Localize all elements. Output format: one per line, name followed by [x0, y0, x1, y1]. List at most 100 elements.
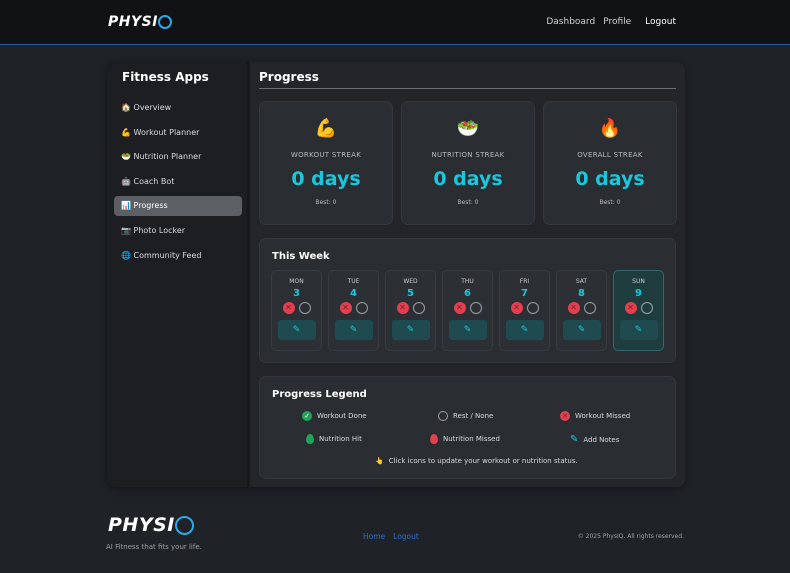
- logo-q-icon: [174, 516, 194, 535]
- add-note-button[interactable]: ✎: [619, 320, 658, 340]
- add-note-button[interactable]: ✎: [334, 320, 373, 340]
- sidebar-item-label: Photo Locker: [133, 226, 186, 235]
- header: PHYSI Dashboard Profile Logout: [0, 0, 790, 45]
- sidebar-item-icon: 🌐: [121, 250, 131, 260]
- edit-icon: ✎: [292, 325, 301, 335]
- add-note-button[interactable]: ✎: [448, 320, 487, 340]
- day-card: TUE 4 ✕ ✎: [328, 270, 379, 351]
- week-title: This Week: [272, 251, 330, 262]
- day-name: FRI: [519, 278, 530, 285]
- edit-icon: ✎: [634, 325, 643, 335]
- sidebar-item-community-feed[interactable]: 🌐 Community Feed: [114, 246, 242, 266]
- app-shell: Fitness Apps 🏠 Overview 💪 Workout Planner…: [107, 62, 685, 487]
- legend-workout-done: ✓ Workout Done: [302, 411, 367, 421]
- streak-value: 0 days: [433, 168, 503, 190]
- streak-label: OVERALL STREAK: [577, 151, 643, 159]
- legend-title: Progress Legend: [272, 389, 367, 400]
- day-name: TUE: [347, 278, 360, 285]
- x-circle-icon: ✕: [560, 411, 570, 421]
- sidebar-item-icon: 🥗: [121, 152, 131, 162]
- divider: [259, 88, 676, 89]
- nutrition-status-icon[interactable]: [355, 302, 368, 314]
- page-title: Progress: [259, 70, 319, 84]
- sidebar-item-progress[interactable]: 📊 Progress: [114, 196, 242, 217]
- sidebar-item-overview[interactable]: 🏠 Overview: [114, 98, 242, 118]
- nutrition-status-icon[interactable]: [640, 302, 653, 314]
- day-name: SUN: [632, 278, 645, 285]
- sidebar-item-icon: 🏠: [121, 103, 131, 112]
- sidebar-item-icon: 📊: [121, 201, 131, 211]
- nutrition-status-icon[interactable]: [298, 302, 311, 314]
- day-card: SAT 8 ✕ ✎: [556, 270, 607, 351]
- add-note-button[interactable]: ✎: [277, 320, 316, 340]
- sidebar-item-label: Overview: [133, 103, 172, 112]
- day-date: 9: [635, 288, 642, 299]
- edit-icon: ✎: [520, 325, 529, 335]
- sidebar-item-icon: 🤖: [121, 176, 131, 186]
- nutrition-status-icon[interactable]: [412, 302, 425, 314]
- red-drop-icon: [430, 434, 438, 444]
- nav-logout[interactable]: Logout: [645, 17, 676, 27]
- workout-missed-icon[interactable]: ✕: [567, 302, 580, 314]
- check-icon: ✓: [302, 411, 312, 421]
- workout-missed-icon[interactable]: ✕: [282, 302, 295, 314]
- sidebar-item-workout-planner[interactable]: 💪 Workout Planner: [114, 123, 242, 143]
- workout-missed-icon[interactable]: ✕: [453, 302, 466, 314]
- legend-rest: Rest / None: [438, 411, 493, 421]
- sidebar-item-label: Coach Bot: [133, 176, 175, 186]
- footer-logout-link[interactable]: Logout: [393, 532, 419, 541]
- main-content: Progress 💪 WORKOUT STREAK 0 days Best: 0 🥗 NU…: [250, 62, 685, 487]
- day-date: 5: [407, 288, 414, 299]
- pointer-hand-icon: 👆: [375, 457, 384, 465]
- workout-missed-icon[interactable]: ✕: [396, 302, 409, 314]
- nav-dashboard[interactable]: Dashboard: [546, 17, 596, 27]
- workout-missed-icon[interactable]: ✕: [339, 302, 352, 314]
- streak-card: 💪 WORKOUT STREAK 0 days Best: 0: [259, 101, 393, 225]
- legend-section: Progress Legend ✓ Workout Done Rest / Non…: [259, 376, 676, 479]
- nutrition-status-icon[interactable]: [526, 302, 539, 314]
- day-card: WED 5 ✕ ✎: [385, 270, 436, 351]
- nutrition-status-icon[interactable]: [469, 302, 482, 314]
- streak-icon: 🔥: [598, 118, 622, 139]
- sidebar-item-icon: 💪: [121, 127, 131, 137]
- nutrition-status-icon[interactable]: [583, 302, 596, 314]
- edit-icon: ✎: [570, 434, 579, 445]
- edit-icon: ✎: [463, 325, 472, 335]
- streak-best: Best: 0: [315, 199, 337, 206]
- streak-icon: 💪: [314, 118, 338, 139]
- sidebar-item-label: Progress: [133, 201, 168, 211]
- this-week-section: This Week MON 3 ✕ ✎ TUE 4 ✕ ✎ WED 5 ✕ ✎ THU 6 ✕ ✎ FRI 7 ✕ ✎…: [259, 238, 676, 363]
- add-note-button[interactable]: ✎: [562, 320, 601, 340]
- edit-icon: ✎: [577, 325, 586, 335]
- footer-tagline: AI Fitness that fits your life.: [106, 543, 202, 551]
- day-card: MON 3 ✕ ✎: [271, 270, 322, 351]
- nav-profile[interactable]: Profile: [603, 17, 632, 27]
- footer-logo: PHYSI: [108, 514, 194, 536]
- add-note-button[interactable]: ✎: [505, 320, 544, 340]
- legend-hint: 👆 Click icons to update your workout or n…: [375, 457, 578, 465]
- streak-value: 0 days: [575, 168, 645, 190]
- workout-missed-icon[interactable]: ✕: [510, 302, 523, 314]
- copyright: © 2025 PhysIQ. All rights reserved.: [577, 533, 684, 540]
- top-nav: Dashboard Profile Logout: [546, 17, 676, 27]
- empty-circle-icon: [438, 411, 448, 421]
- sidebar-item-coach-bot[interactable]: 🤖 Coach Bot: [114, 172, 242, 192]
- sidebar-item-icon: 📷: [121, 226, 131, 235]
- day-card: FRI 7 ✕ ✎: [499, 270, 550, 351]
- legend-nutrition-missed: Nutrition Missed: [430, 434, 500, 444]
- day-date: 6: [464, 288, 471, 299]
- streak-value: 0 days: [291, 168, 361, 190]
- day-name: THU: [461, 278, 474, 285]
- sidebar-item-nutrition-planner[interactable]: 🥗 Nutrition Planner: [114, 147, 242, 167]
- workout-missed-icon[interactable]: ✕: [624, 302, 637, 314]
- day-card: THU 6 ✕ ✎: [442, 270, 493, 351]
- footer-home-link[interactable]: Home: [363, 532, 386, 541]
- sidebar-item-photo-locker[interactable]: 📷 Photo Locker: [114, 221, 242, 241]
- day-date: 7: [521, 288, 528, 299]
- logo[interactable]: PHYSI: [108, 14, 172, 30]
- legend-nutrition-hit: Nutrition Hit: [306, 434, 362, 444]
- day-name: MON: [289, 278, 304, 285]
- sidebar: Fitness Apps 🏠 Overview 💪 Workout Planner…: [107, 62, 249, 487]
- add-note-button[interactable]: ✎: [391, 320, 430, 340]
- sidebar-item-label: Nutrition Planner: [133, 152, 202, 162]
